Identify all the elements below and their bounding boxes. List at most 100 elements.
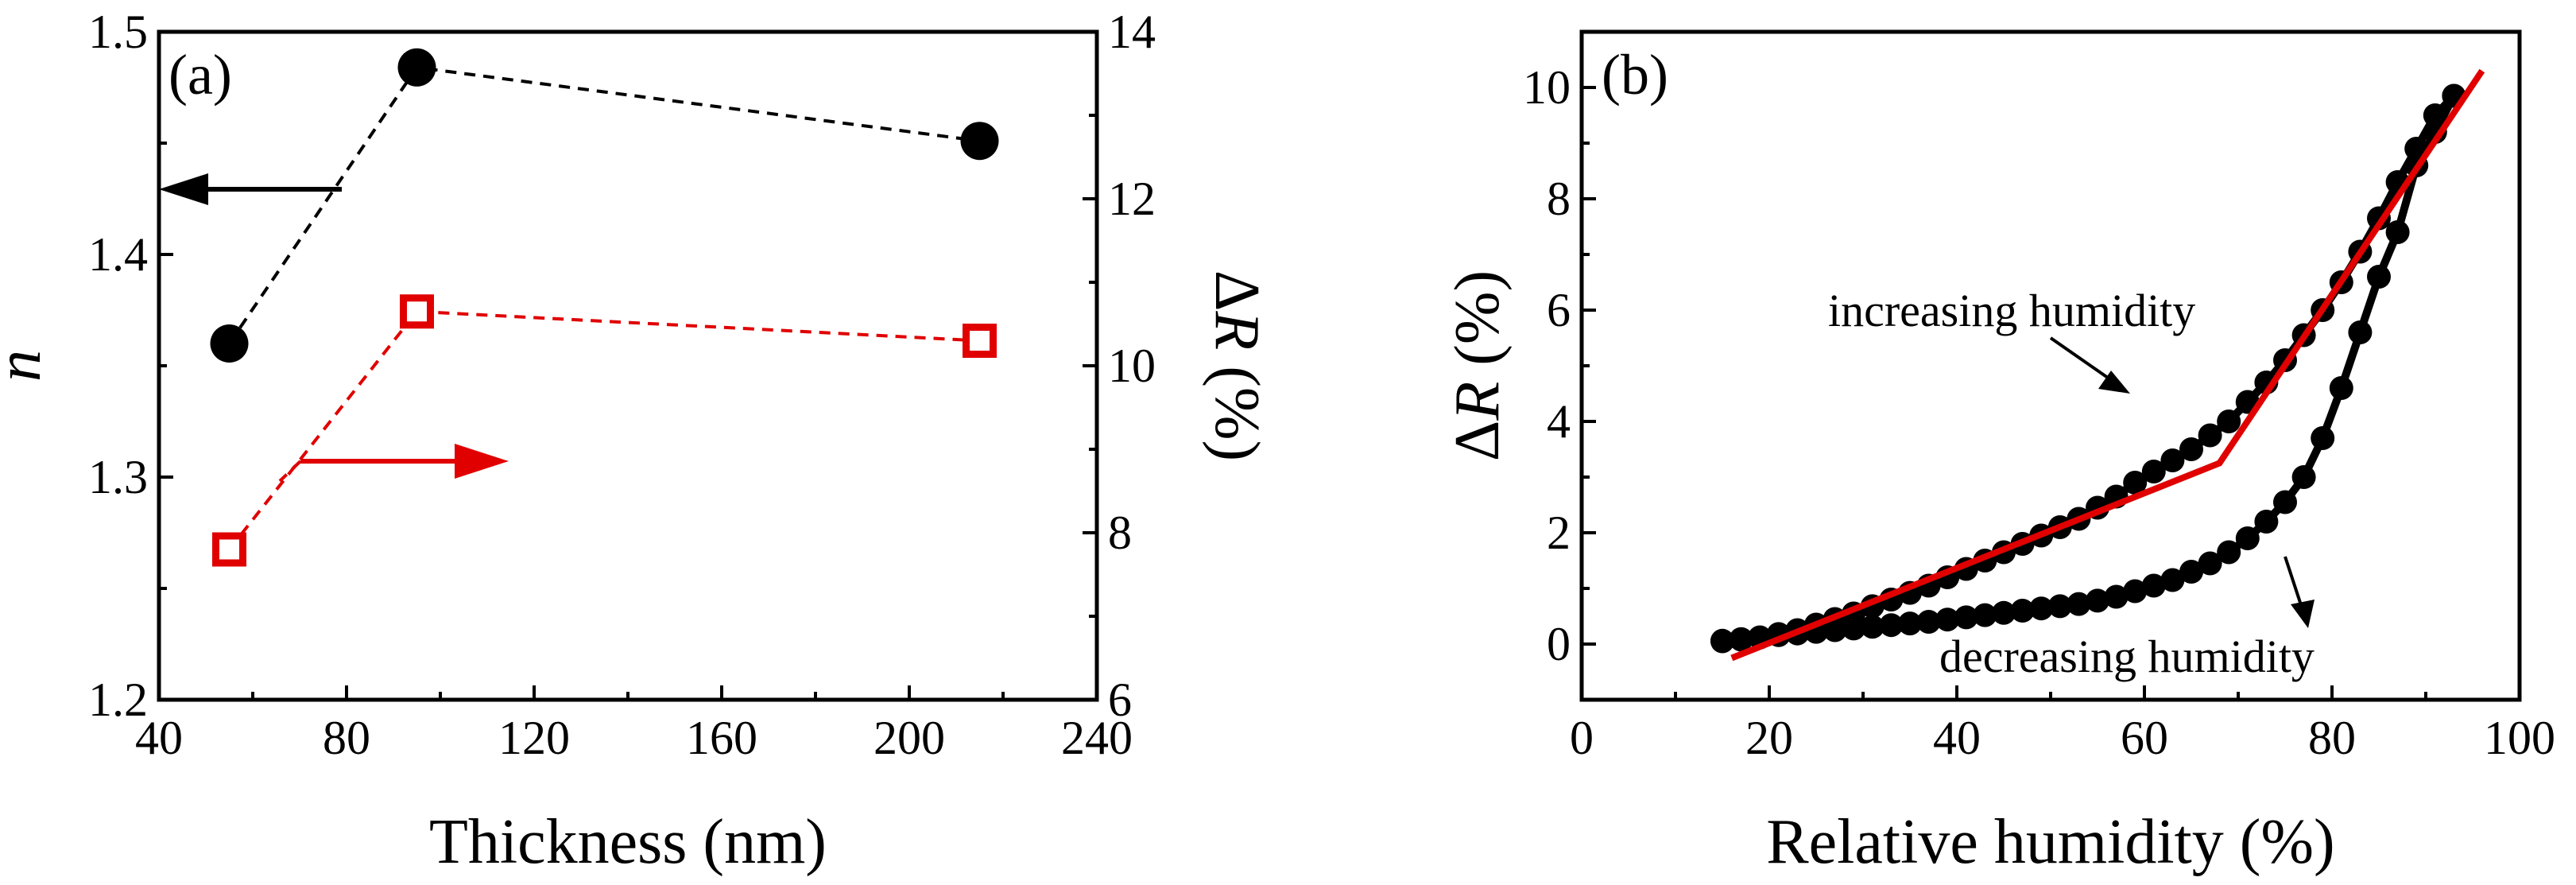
decreasing-series-point bbox=[1898, 611, 1922, 636]
decreasing-series-point bbox=[2311, 426, 2335, 450]
panel-b-y-ticks: 0 2 4 6 8 10 bbox=[1523, 30, 1596, 670]
decreasing-humidity-annotation: decreasing humidity bbox=[1939, 631, 2315, 682]
panel-b-x-axis-title: Relative humidity (%) bbox=[1766, 807, 2334, 877]
panel-a-y-right-tick-label: 6 bbox=[1108, 673, 1132, 726]
panel-a: (a) 40 80 120 160 200 240 1.2 1.3 1.4 1.5 6 8 10 12… bbox=[0, 6, 1272, 877]
panel-a-y-right-tick-label: 14 bbox=[1108, 6, 1156, 58]
panel-a-y-left-tick-label: 1.2 bbox=[88, 673, 148, 726]
decreasing-series-point bbox=[2160, 568, 2185, 592]
panel-b-x-tick-label: 60 bbox=[2121, 712, 2168, 764]
panel-a-series-delta-r bbox=[212, 294, 997, 567]
decreasing-series-point bbox=[2235, 526, 2260, 550]
decreasing-series-point bbox=[1879, 613, 1904, 638]
left-axis-arrowhead-icon bbox=[159, 173, 208, 205]
decreasing-series-point bbox=[1954, 605, 1978, 630]
increasing-series-point bbox=[1710, 629, 1734, 654]
decreasing-series-point bbox=[2010, 599, 2035, 623]
panel-a-x-axis-title: Thickness (nm) bbox=[429, 807, 827, 877]
fit-line bbox=[1730, 68, 2485, 662]
panel-b-x-tick-label: 40 bbox=[1933, 712, 1981, 764]
decreasing-series-point bbox=[2273, 490, 2297, 514]
decreasing-series-point bbox=[2047, 594, 2072, 619]
decreasing-series-point bbox=[2179, 560, 2203, 584]
decreasing-series-point bbox=[2123, 579, 2148, 604]
panel-a-y-right-ticks: 6 8 10 12 14 bbox=[1083, 6, 1156, 726]
panel-a-y-left-ticks: 1.2 1.3 1.4 1.5 bbox=[88, 6, 173, 726]
series-n-point bbox=[210, 324, 249, 363]
panel-b-x-tick-label: 100 bbox=[2484, 712, 2555, 764]
increasing-series-point bbox=[2123, 471, 2148, 495]
panel-a-label: (a) bbox=[169, 43, 232, 107]
panel-b-series-decreasing bbox=[1710, 83, 2466, 653]
panel-b-label: (b) bbox=[1602, 43, 1668, 107]
series-delta-r-line bbox=[227, 309, 980, 551]
panel-b-y-tick-label: 6 bbox=[1547, 284, 1571, 336]
panel-a-y-left-tick-label: 1.3 bbox=[88, 451, 148, 503]
panel-a-x-ticks: 40 80 120 160 200 240 bbox=[135, 685, 1133, 764]
series-delta-r-point bbox=[963, 324, 997, 358]
panel-b-y-axis-title: ΔR (%) bbox=[1443, 270, 1513, 461]
decreasing-series-point bbox=[2067, 592, 2091, 616]
panel-a-x-tick-label: 120 bbox=[498, 712, 570, 764]
series-delta-r-point bbox=[212, 532, 246, 567]
panel-b-x-tick-label: 20 bbox=[1745, 712, 1793, 764]
panel-a-y-right-tick-label: 8 bbox=[1108, 507, 1132, 559]
decreasing-series-point bbox=[1973, 603, 1997, 627]
panel-b-y-tick-label: 2 bbox=[1547, 507, 1571, 559]
panel-b-y-tick-label: 10 bbox=[1523, 61, 1571, 114]
increasing-series-point bbox=[2141, 460, 2166, 483]
increasing-series-point bbox=[2217, 410, 2241, 433]
panel-a-y-right-axis-title: ΔR (%) bbox=[1202, 270, 1272, 461]
panel-b-x-tick-label: 80 bbox=[2308, 712, 2356, 764]
decreasing-series-line bbox=[1722, 94, 2458, 645]
panel-b-y-tick-label: 0 bbox=[1547, 618, 1571, 670]
decreasing-series-point bbox=[2329, 376, 2353, 400]
decreasing-series-point bbox=[2217, 540, 2241, 565]
panel-a-frame bbox=[157, 29, 1099, 702]
decreasing-series-point bbox=[2385, 220, 2410, 244]
series-n-point bbox=[960, 122, 999, 161]
panel-a-y-left-axis-title: n bbox=[0, 350, 54, 382]
panel-b-series-fit bbox=[1730, 68, 2485, 662]
panel-a-x-tick-label: 200 bbox=[874, 712, 945, 764]
increasing-humidity-pointer bbox=[2049, 336, 2117, 385]
decreasing-humidity-pointer-head-icon bbox=[2291, 600, 2315, 628]
increasing-series-point bbox=[2160, 448, 2185, 472]
panel-a-series-n bbox=[210, 48, 999, 363]
decreasing-series-point bbox=[1992, 600, 2016, 625]
panel-a-y-right-tick-label: 12 bbox=[1108, 173, 1156, 225]
series-n-line bbox=[227, 65, 980, 345]
decreasing-series-point bbox=[2029, 596, 2054, 621]
series-n-point bbox=[397, 48, 436, 87]
right-axis-arrow-connector bbox=[278, 460, 302, 483]
panel-a-y-left-tick-label: 1.5 bbox=[88, 6, 148, 58]
panel-b-x-ticks: 0 20 40 60 80 100 bbox=[1570, 685, 2555, 764]
panel-a-y-right-tick-label: 10 bbox=[1108, 340, 1156, 392]
panel-a-x-tick-label: 160 bbox=[686, 712, 757, 764]
right-axis-arrowhead-icon bbox=[455, 444, 509, 479]
panel-a-x-tick-label: 40 bbox=[135, 712, 183, 764]
decreasing-series-point bbox=[2291, 465, 2316, 489]
panel-b-y-tick-label: 4 bbox=[1547, 395, 1571, 448]
decreasing-series-point bbox=[2198, 551, 2222, 576]
increasing-series-point bbox=[1729, 627, 1753, 652]
panel-b-y-tick-label: 8 bbox=[1547, 173, 1571, 225]
increasing-humidity-pointer-head-icon bbox=[2098, 371, 2130, 394]
decreasing-series-point bbox=[2348, 320, 2373, 344]
panel-a-x-tick-label: 80 bbox=[323, 712, 370, 764]
decreasing-series-point bbox=[2254, 510, 2279, 534]
panel-b: (b) 0 20 40 60 80 100 0 2 4 6 8 10 increasing humi… bbox=[1443, 29, 2555, 877]
increasing-series-point bbox=[2179, 437, 2203, 461]
increasing-series-point bbox=[2198, 423, 2222, 448]
panel-a-x-tick-label: 240 bbox=[1061, 712, 1133, 764]
decreasing-series-point bbox=[2104, 584, 2129, 609]
decreasing-series-point bbox=[1916, 610, 1941, 634]
series-delta-r-point bbox=[400, 294, 434, 329]
decreasing-series-point bbox=[2141, 573, 2166, 598]
decreasing-series-point bbox=[2367, 265, 2391, 289]
increasing-humidity-annotation: increasing humidity bbox=[1828, 285, 2195, 336]
decreasing-series-point bbox=[1935, 607, 1960, 632]
panel-b-series-increasing bbox=[1710, 83, 2466, 654]
panel-a-y-left-tick-label: 1.4 bbox=[88, 228, 148, 281]
